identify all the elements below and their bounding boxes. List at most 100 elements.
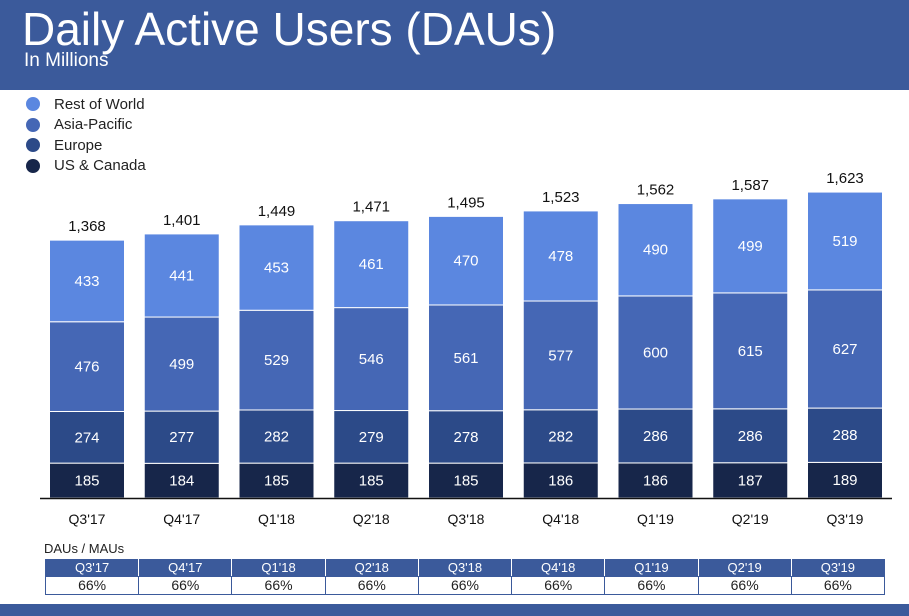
dau-stacked-bar-chart: 185 274 476 433 1,368 Q3'17 184 277 499 441 1,401 Q… — [40, 170, 892, 527]
bar-segment-label: 278 — [453, 429, 478, 446]
bar-segment — [807, 461, 883, 499]
bar-segment-label: 600 — [643, 344, 668, 361]
bar-segment — [143, 316, 220, 412]
bar-total-label: 1,368 — [68, 218, 106, 235]
legend-label: Asia-Pacific — [54, 116, 133, 134]
footer-bar — [0, 604, 909, 616]
x-tick-label: Q3'17 — [69, 511, 106, 527]
bar-segment-label: 184 — [169, 473, 194, 490]
ratio-value-cell: 66% — [604, 576, 699, 595]
bar-segment-label: 185 — [74, 473, 99, 490]
bar-segment-label: 277 — [169, 429, 194, 446]
bar-segment-label: 286 — [738, 428, 763, 445]
bar-segment — [712, 408, 789, 464]
bar-segment-label: 615 — [738, 343, 763, 360]
legend-swatch — [26, 158, 40, 173]
bar-segment — [333, 410, 410, 464]
x-tick-label: Q1'19 — [637, 511, 674, 527]
ratio-value-cell: 66% — [790, 576, 886, 595]
bar-segment — [143, 462, 220, 499]
legend-item-us-canada: US & Canada — [26, 156, 146, 177]
bar-segment-label: 185 — [359, 473, 384, 490]
bar-segment — [428, 410, 504, 464]
legend-item-europe: Europe — [26, 135, 146, 156]
bar-segment — [712, 198, 789, 294]
bar-segment-label: 286 — [643, 428, 668, 445]
bar-segment — [807, 289, 883, 409]
bar-segment — [617, 203, 694, 297]
bar-segment-label: 186 — [643, 472, 668, 489]
legend-swatch — [26, 117, 40, 132]
bar-total-label: 1,562 — [637, 182, 675, 199]
x-tick-label: Q4'17 — [163, 511, 200, 527]
bar-segment-label: 187 — [738, 472, 763, 489]
x-tick-label: Q3'19 — [827, 511, 864, 527]
bar-total-label: 1,495 — [447, 194, 485, 211]
bar-segment-label: 627 — [832, 341, 857, 358]
bar-segment — [49, 239, 125, 323]
x-tick-label: Q1'18 — [258, 511, 295, 527]
ratio-value-cell: 66% — [697, 576, 792, 595]
bar-segment-label: 470 — [453, 253, 478, 270]
legend-swatch — [26, 138, 40, 153]
bar-segment-label: 282 — [548, 428, 573, 445]
bar-segment-label: 561 — [453, 350, 478, 367]
dau-mau-ratio-table: Q3'17 Q4'17 Q1'18 Q2'18 Q3'18 Q4'18 Q1'1… — [44, 559, 886, 595]
ratio-quarter-cell: Q1'18 — [231, 559, 326, 577]
bar-segment-label: 189 — [832, 472, 857, 489]
x-tick-label: Q3'18 — [448, 511, 485, 527]
bar-segment — [522, 210, 599, 302]
bar-segment — [522, 300, 599, 411]
bar-total-label: 1,449 — [258, 203, 296, 220]
bar-segment-label: 288 — [832, 427, 857, 444]
bar-segment — [617, 295, 694, 410]
bar-segment-label: 519 — [832, 233, 857, 250]
x-tick-label: Q2'19 — [732, 511, 769, 527]
ratio-value-cell: 66% — [138, 576, 233, 595]
legend-label: Europe — [54, 136, 103, 154]
ratio-quarter-cell: Q4'17 — [138, 559, 233, 577]
bar-total-label: 1,623 — [826, 170, 864, 187]
bar-segment-label: 461 — [359, 256, 384, 273]
ratio-quarter-cell: Q2'18 — [324, 559, 419, 577]
bar-segment-label: 433 — [74, 273, 99, 290]
bar-segment-label: 476 — [74, 359, 99, 376]
bar-segment-label: 274 — [74, 429, 99, 446]
legend-swatch — [26, 97, 40, 112]
ratio-quarter-cell: Q3'17 — [44, 559, 140, 577]
ratio-value-cell: 66% — [231, 576, 326, 595]
bar-segment — [428, 462, 504, 499]
header-bar: Daily Active Users (DAUs) In Millions — [0, 0, 909, 90]
ratio-value-cell: 66% — [417, 576, 513, 595]
bar-total-label: 1,587 — [731, 177, 769, 194]
x-tick-label: Q2'18 — [353, 511, 390, 527]
bar-segment-label: 282 — [264, 429, 289, 446]
bar-segment — [428, 215, 504, 306]
bar-segment — [238, 409, 315, 464]
bar-segment — [807, 191, 883, 291]
legend-item-asia-pacific: Asia-Pacific — [26, 115, 146, 136]
bar-segment-label: 546 — [359, 351, 384, 368]
legend-label: Rest of World — [54, 95, 145, 113]
ratio-quarter-cell: Q2'19 — [697, 559, 792, 577]
bar-segment-label: 453 — [264, 260, 289, 277]
bar-segment — [143, 233, 220, 318]
bar-segment — [238, 224, 315, 311]
bar-segment-label: 185 — [453, 473, 478, 490]
bar-segment-label: 529 — [264, 352, 289, 369]
bar-segment-label: 186 — [548, 472, 573, 489]
ratio-quarter-cell: Q4'18 — [511, 559, 606, 577]
ratio-value-cell: 66% — [324, 576, 419, 595]
x-tick-label: Q4'18 — [542, 511, 579, 527]
bar-segment-label: 441 — [169, 267, 194, 284]
legend-label: US & Canada — [54, 157, 146, 175]
bar-segment — [333, 220, 410, 309]
page-subtitle: In Millions — [24, 50, 109, 71]
bar-total-label: 1,471 — [352, 199, 390, 216]
bar-segment-label: 279 — [359, 429, 384, 446]
bar-segment — [333, 307, 410, 412]
ratio-quarter-cell: Q3'18 — [417, 559, 513, 577]
bar-segment — [617, 408, 694, 464]
bar-total-label: 1,401 — [163, 212, 201, 229]
bar-segment-label: 490 — [643, 242, 668, 259]
